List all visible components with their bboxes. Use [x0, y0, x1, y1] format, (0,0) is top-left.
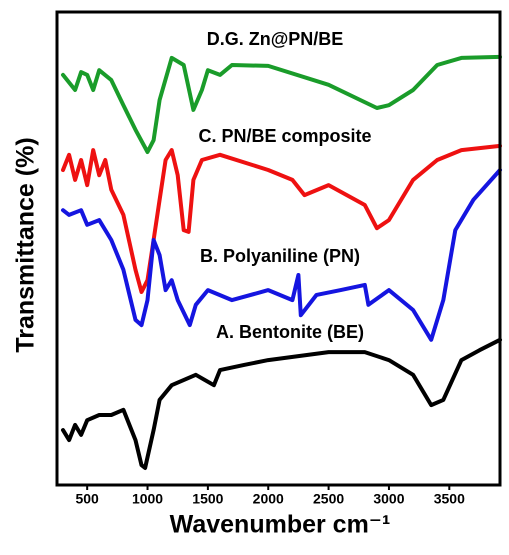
series-annotation: A. Bentonite (BE): [216, 322, 364, 342]
x-tick-label: 2000: [253, 491, 284, 507]
plot-frame: [55, 10, 502, 487]
spectrum-line: [61, 143, 502, 294]
x-tick-label: 1000: [132, 491, 163, 507]
x-tick-label: 2500: [313, 491, 344, 507]
x-tick-label: 3000: [373, 491, 404, 507]
spectrum-line: [61, 54, 502, 154]
y-axis-title: Transmittance (%): [12, 137, 40, 352]
spectrum-line: [61, 168, 502, 342]
series-annotation: D.G. Zn@PN/BE: [207, 29, 344, 49]
series-annotation: B. Polyaniline (PN): [200, 246, 360, 266]
series-annotation: C. PN/BE composite: [198, 126, 371, 146]
x-tick-label: 3500: [434, 491, 465, 507]
x-axis-title: Wavenumber cm⁻¹: [170, 511, 391, 539]
x-tick-label: 1500: [192, 491, 223, 507]
x-tick-label: 500: [75, 491, 99, 507]
spectrum-line: [61, 337, 502, 470]
